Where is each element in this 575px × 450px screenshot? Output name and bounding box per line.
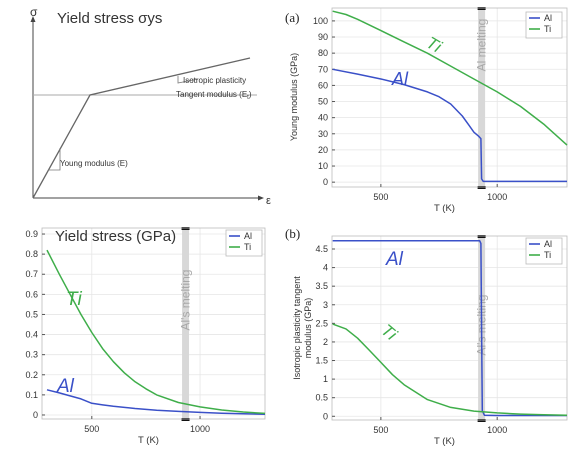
stress-strain-curve	[32, 57, 251, 199]
legend-label-al: Al	[544, 239, 552, 249]
panel-label: (b)	[285, 226, 300, 241]
young-modulus-chart: Al melting 500 1000 0 10 20 30 40 50 60 70 80 90 100 T…	[285, 7, 568, 214]
series-line-ti	[46, 249, 266, 415]
strain-axis-label: ε	[266, 195, 271, 207]
y-tick-label: 60	[318, 80, 328, 90]
y-tick-label: 40	[318, 113, 328, 123]
x-tick-label: 500	[373, 425, 388, 435]
plot-frame	[331, 235, 568, 421]
y-tick-label: 0.3	[25, 350, 38, 360]
yield-stress-chart: Al's melting 500 1000 0 0.1 0.2 0.3 0.4 0.5 0.6 0.…	[25, 227, 266, 446]
x-axis-label: T (K)	[434, 436, 455, 447]
young-modulus-label: Young modulus (E)	[60, 159, 128, 168]
y-tick-label: 0.9	[25, 229, 38, 239]
melting-band	[182, 228, 190, 419]
y-tick-label: 2.5	[315, 318, 328, 328]
plot-frame	[331, 7, 568, 188]
stress-axis-label: σ	[30, 5, 38, 19]
inline-label-al: Al	[391, 69, 409, 89]
inline-label-al: Al	[56, 376, 75, 397]
y-tick-label: 0.2	[25, 370, 38, 380]
y-tick-label: 0.4	[25, 330, 38, 340]
series-line-ti	[332, 323, 568, 416]
y-tick-label: 100	[313, 16, 328, 26]
y-tick-label: 0.5	[25, 309, 38, 319]
melting-marker-top	[477, 235, 486, 238]
inline-label-ti: Ti	[66, 289, 82, 310]
y-tick-label: 50	[318, 97, 328, 107]
x-axis-label: T (K)	[434, 203, 455, 214]
y-tick-label: 20	[318, 145, 328, 155]
plot-frame	[41, 227, 266, 420]
series-line-al	[332, 68, 567, 183]
schematic-panel: Yield stress σys σ ε Young modulus (E) I…	[30, 5, 271, 207]
y-tick-label: 80	[318, 48, 328, 58]
chart-title: Yield stress (GPa)	[55, 228, 176, 245]
melting-label: Al melting	[475, 19, 489, 72]
y-tick-label: 10	[318, 161, 328, 171]
legend-box	[525, 237, 563, 265]
melting-marker-top	[181, 227, 190, 230]
legend-label-ti: Ti	[544, 24, 551, 34]
y-tick-label: 4.5	[315, 244, 328, 254]
melting-label: Al's melting	[179, 270, 193, 331]
x-tick-label: 1000	[487, 192, 507, 202]
series-line-al	[46, 389, 266, 415]
y-tick-label: 1	[323, 374, 328, 384]
x-tick-label: 500	[84, 424, 99, 434]
schematic-title: Yield stress σys	[57, 10, 162, 27]
y-tick-label: 3	[323, 300, 328, 310]
young-slope-marker	[48, 148, 61, 171]
y-tick-label: 0.5	[315, 393, 328, 403]
legend-label-al: Al	[544, 13, 552, 23]
stress-axis-arrow	[30, 16, 36, 22]
melting-marker-top	[477, 7, 486, 10]
inline-label-al: Al	[385, 249, 404, 270]
y-tick-label: 90	[318, 32, 328, 42]
y-tick-label: 0	[323, 177, 328, 187]
x-axis-label: T (K)	[138, 435, 159, 446]
y-tick-label: 1.5	[315, 356, 328, 366]
y-tick-label: 4	[323, 263, 328, 273]
series-line-al	[332, 240, 567, 417]
y-tick-label: 0.6	[25, 289, 38, 299]
x-tick-label: 1000	[190, 424, 210, 434]
y-tick-label: 0.8	[25, 249, 38, 259]
y-tick-label: 2	[323, 337, 328, 347]
legend-box	[225, 229, 263, 257]
y-tick-label: 30	[318, 129, 328, 139]
y-tick-label: 3.5	[315, 281, 328, 291]
x-tick-label: 500	[373, 192, 388, 202]
strain-axis-arrow	[258, 195, 264, 201]
melting-marker-bottom	[181, 418, 190, 421]
isotropic-plasticity-label: Isotropic plasticity	[183, 76, 246, 85]
tangent-modulus-label: Tangent modulus (Et)	[176, 90, 252, 101]
panel-label: (a)	[285, 10, 299, 25]
legend-box	[525, 11, 563, 39]
x-tick-label: 1000	[487, 425, 507, 435]
y-axis-label: Isotropic plasticity tangentmodulus (GPa…	[292, 276, 313, 380]
melting-marker-bottom	[477, 419, 486, 422]
y-axis-label: Young modulus (GPa)	[289, 53, 299, 141]
tangent-slope-marker	[177, 76, 199, 84]
y-tick-label: 0	[33, 410, 38, 420]
legend-label-ti: Ti	[244, 242, 251, 252]
y-tick-label: 0.1	[25, 390, 38, 400]
melting-band	[478, 8, 486, 187]
series-line-ti	[332, 10, 568, 146]
legend-label-al: Al	[244, 231, 252, 241]
y-tick-label: 70	[318, 64, 328, 74]
legend-label-ti: Ti	[544, 250, 551, 260]
melting-marker-bottom	[477, 186, 486, 189]
y-tick-label: 0	[323, 411, 328, 421]
y-tick-label: 0.7	[25, 269, 38, 279]
